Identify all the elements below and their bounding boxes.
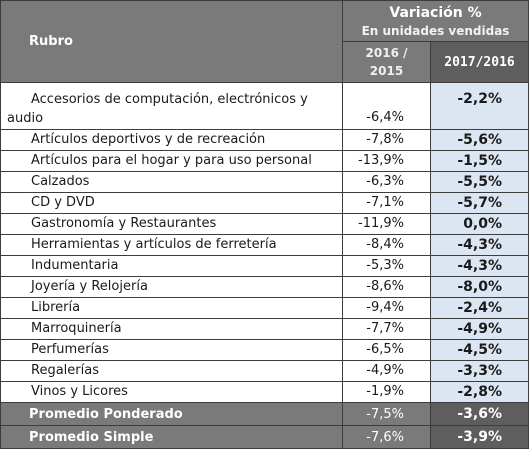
value-2017: -2,8% (429, 381, 529, 403)
value-2016: -13,9% (342, 150, 431, 172)
row-label: Artículos deportivos y de recreación (0, 129, 343, 151)
header-row-years: 2016 / 2015 2017/2016 (1, 41, 529, 83)
value-2017: -8,0% (429, 276, 529, 298)
summary-value-2016: -7,6% (342, 425, 431, 449)
summary-row-simple: Promedio Simple -7,6% -3,9% (0, 425, 529, 449)
row-label: Accesorios de computación, electrónicos … (0, 82, 343, 130)
row-label: Marroquinería (0, 318, 343, 340)
table-row: Librería -9,4% -2,4% (0, 297, 529, 319)
table-row: Calzados -6,3% -5,5% (0, 171, 529, 193)
value-2017: -4,5% (429, 339, 529, 361)
variacion-subtitle: En unidades vendidas (361, 24, 510, 38)
year-2016-header: 2016 / 2015 (342, 41, 431, 83)
value-2017: -5,6% (429, 129, 529, 151)
value-2017: -3,3% (429, 360, 529, 382)
summary-label: Promedio Ponderado (0, 402, 343, 426)
value-2017: -2,2% (429, 82, 529, 130)
value-2016: -11,9% (342, 213, 431, 235)
value-2016: -4,9% (342, 360, 431, 382)
row-label: Artículos para el hogar y para uso perso… (0, 150, 343, 172)
row-label: Librería (0, 297, 343, 319)
header-row-top: Rubro Variación % En unidades vendidas (0, 0, 529, 83)
table-row: Perfumerías -6,5% -4,5% (0, 339, 529, 361)
value-2016: -8,4% (342, 234, 431, 256)
value-2016: -7,1% (342, 192, 431, 214)
year-2016-line2: 2015 (369, 64, 404, 78)
summary-row-weighted: Promedio Ponderado -7,5% -3,6% (0, 402, 529, 426)
row-label: Calzados (0, 171, 343, 193)
year-2017-header: 2017/2016 (429, 41, 529, 83)
table-row: Artículos para el hogar y para uso perso… (0, 150, 529, 172)
value-2016: -1,9% (342, 381, 431, 403)
rubro-header: Rubro (0, 0, 343, 83)
table-row: Herramientas y artículos de ferretería -… (0, 234, 529, 256)
table-row: Gastronomía y Restaurantes -11,9% 0,0% (0, 213, 529, 235)
summary-value-2016: -7,5% (342, 402, 431, 426)
table-row: CD y DVD -7,1% -5,7% (0, 192, 529, 214)
summary-value-2017: -3,9% (429, 425, 529, 449)
value-2016: -9,4% (342, 297, 431, 319)
value-2016: -8,6% (342, 276, 431, 298)
table-row: Regalerías -4,9% -3,3% (0, 360, 529, 382)
row-label: Joyería y Relojería (0, 276, 343, 298)
value-2017: -4,3% (429, 255, 529, 277)
variacion-header: Variación % En unidades vendidas (341, 0, 529, 42)
value-2016: -5,3% (342, 255, 431, 277)
table-row: Joyería y Relojería -8,6% -8,0% (0, 276, 529, 298)
value-2017: -1,5% (429, 150, 529, 172)
value-2017: -5,5% (429, 171, 529, 193)
value-2017: -2,4% (429, 297, 529, 319)
row-label: Herramientas y artículos de ferretería (0, 234, 343, 256)
row-label: Regalerías (0, 360, 343, 382)
table-row: Accesorios de computación, electrónicos … (0, 82, 529, 130)
row-label: CD y DVD (0, 192, 343, 214)
value-2016: -7,8% (342, 129, 431, 151)
value-2016: -6,4% (342, 82, 431, 130)
summary-value-2017: -3,6% (429, 402, 529, 426)
row-label: Gastronomía y Restaurantes (0, 213, 343, 235)
value-2017: -5,7% (429, 192, 529, 214)
table-row: Vinos y Licores -1,9% -2,8% (0, 381, 529, 403)
year-2016-line1: 2016 / (365, 46, 408, 60)
value-2016: -7,7% (342, 318, 431, 340)
table-row: Marroquinería -7,7% -4,9% (0, 318, 529, 340)
value-2017: 0,0% (429, 213, 529, 235)
table-row: Artículos deportivos y de recreación -7,… (0, 129, 529, 151)
summary-label: Promedio Simple (0, 425, 343, 449)
row-label: Perfumerías (0, 339, 343, 361)
row-label: Vinos y Licores (0, 381, 343, 403)
value-2017: -4,3% (429, 234, 529, 256)
value-2017: -4,9% (429, 318, 529, 340)
row-label: Indumentaria (0, 255, 343, 277)
variacion-title: Variación % (389, 5, 482, 21)
table-row: Indumentaria -5,3% -4,3% (0, 255, 529, 277)
value-2016: -6,5% (342, 339, 431, 361)
value-2016: -6,3% (342, 171, 431, 193)
